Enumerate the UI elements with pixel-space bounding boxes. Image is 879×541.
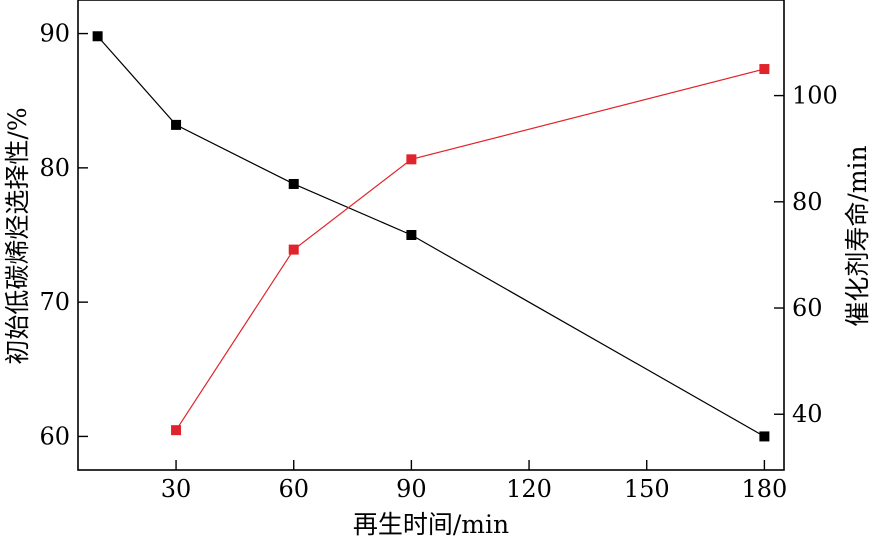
left-axis-data-point	[406, 230, 417, 240]
right-y-axis-title: 催化剂寿命/min	[843, 145, 872, 326]
left-axis-series-line	[97, 35, 765, 437]
right-axis-data-point	[171, 425, 182, 436]
left-axis-series	[92, 31, 770, 442]
left-axis-data-point	[288, 178, 299, 189]
x-axis-ticks: 30 60 90 120 150 180	[161, 460, 787, 503]
x-tick-label: 180	[741, 475, 787, 503]
left-y-tick-label: 80	[39, 154, 70, 182]
left-axis-data-point	[171, 119, 182, 130]
right-y-tick-label: 40	[792, 400, 823, 428]
plot-area	[77, 0, 785, 471]
left-y-tick-label: 90	[39, 20, 70, 48]
right-axis-series-line	[175, 68, 765, 431]
left-axis-data-point	[759, 431, 770, 442]
right-y-tick-label: 100	[792, 82, 838, 110]
right-y-axis-ticks: 40 60 80 100	[774, 82, 838, 428]
right-y-tick-label: 60	[792, 294, 823, 322]
x-tick-label: 150	[624, 475, 670, 503]
right-axis-data-point	[759, 64, 770, 75]
left-y-tick-label: 70	[39, 288, 70, 316]
x-tick-label: 30	[161, 475, 192, 503]
left-y-tick-label: 60	[39, 422, 70, 450]
x-axis-title: 再生时间/min	[353, 510, 509, 539]
x-tick-label: 60	[278, 475, 309, 503]
x-tick-label: 90	[396, 475, 427, 503]
left-y-axis-title: 初始低碳烯烃选择性/%	[3, 107, 32, 364]
plot-frame	[77, 0, 785, 471]
right-axis-data-point	[288, 244, 299, 255]
x-tick-label: 120	[506, 475, 552, 503]
right-axis-series	[171, 64, 770, 436]
right-y-tick-label: 80	[792, 188, 823, 216]
left-axis-data-point	[92, 31, 103, 42]
right-axis-data-point	[406, 154, 417, 165]
left-y-axis-ticks: 60 70 80 90	[39, 20, 88, 450]
series-layer	[92, 31, 770, 442]
